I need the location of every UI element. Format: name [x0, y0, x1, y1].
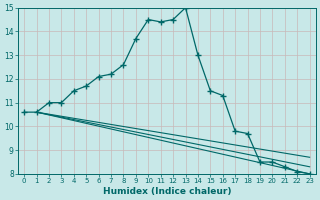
X-axis label: Humidex (Indice chaleur): Humidex (Indice chaleur) [103, 187, 231, 196]
